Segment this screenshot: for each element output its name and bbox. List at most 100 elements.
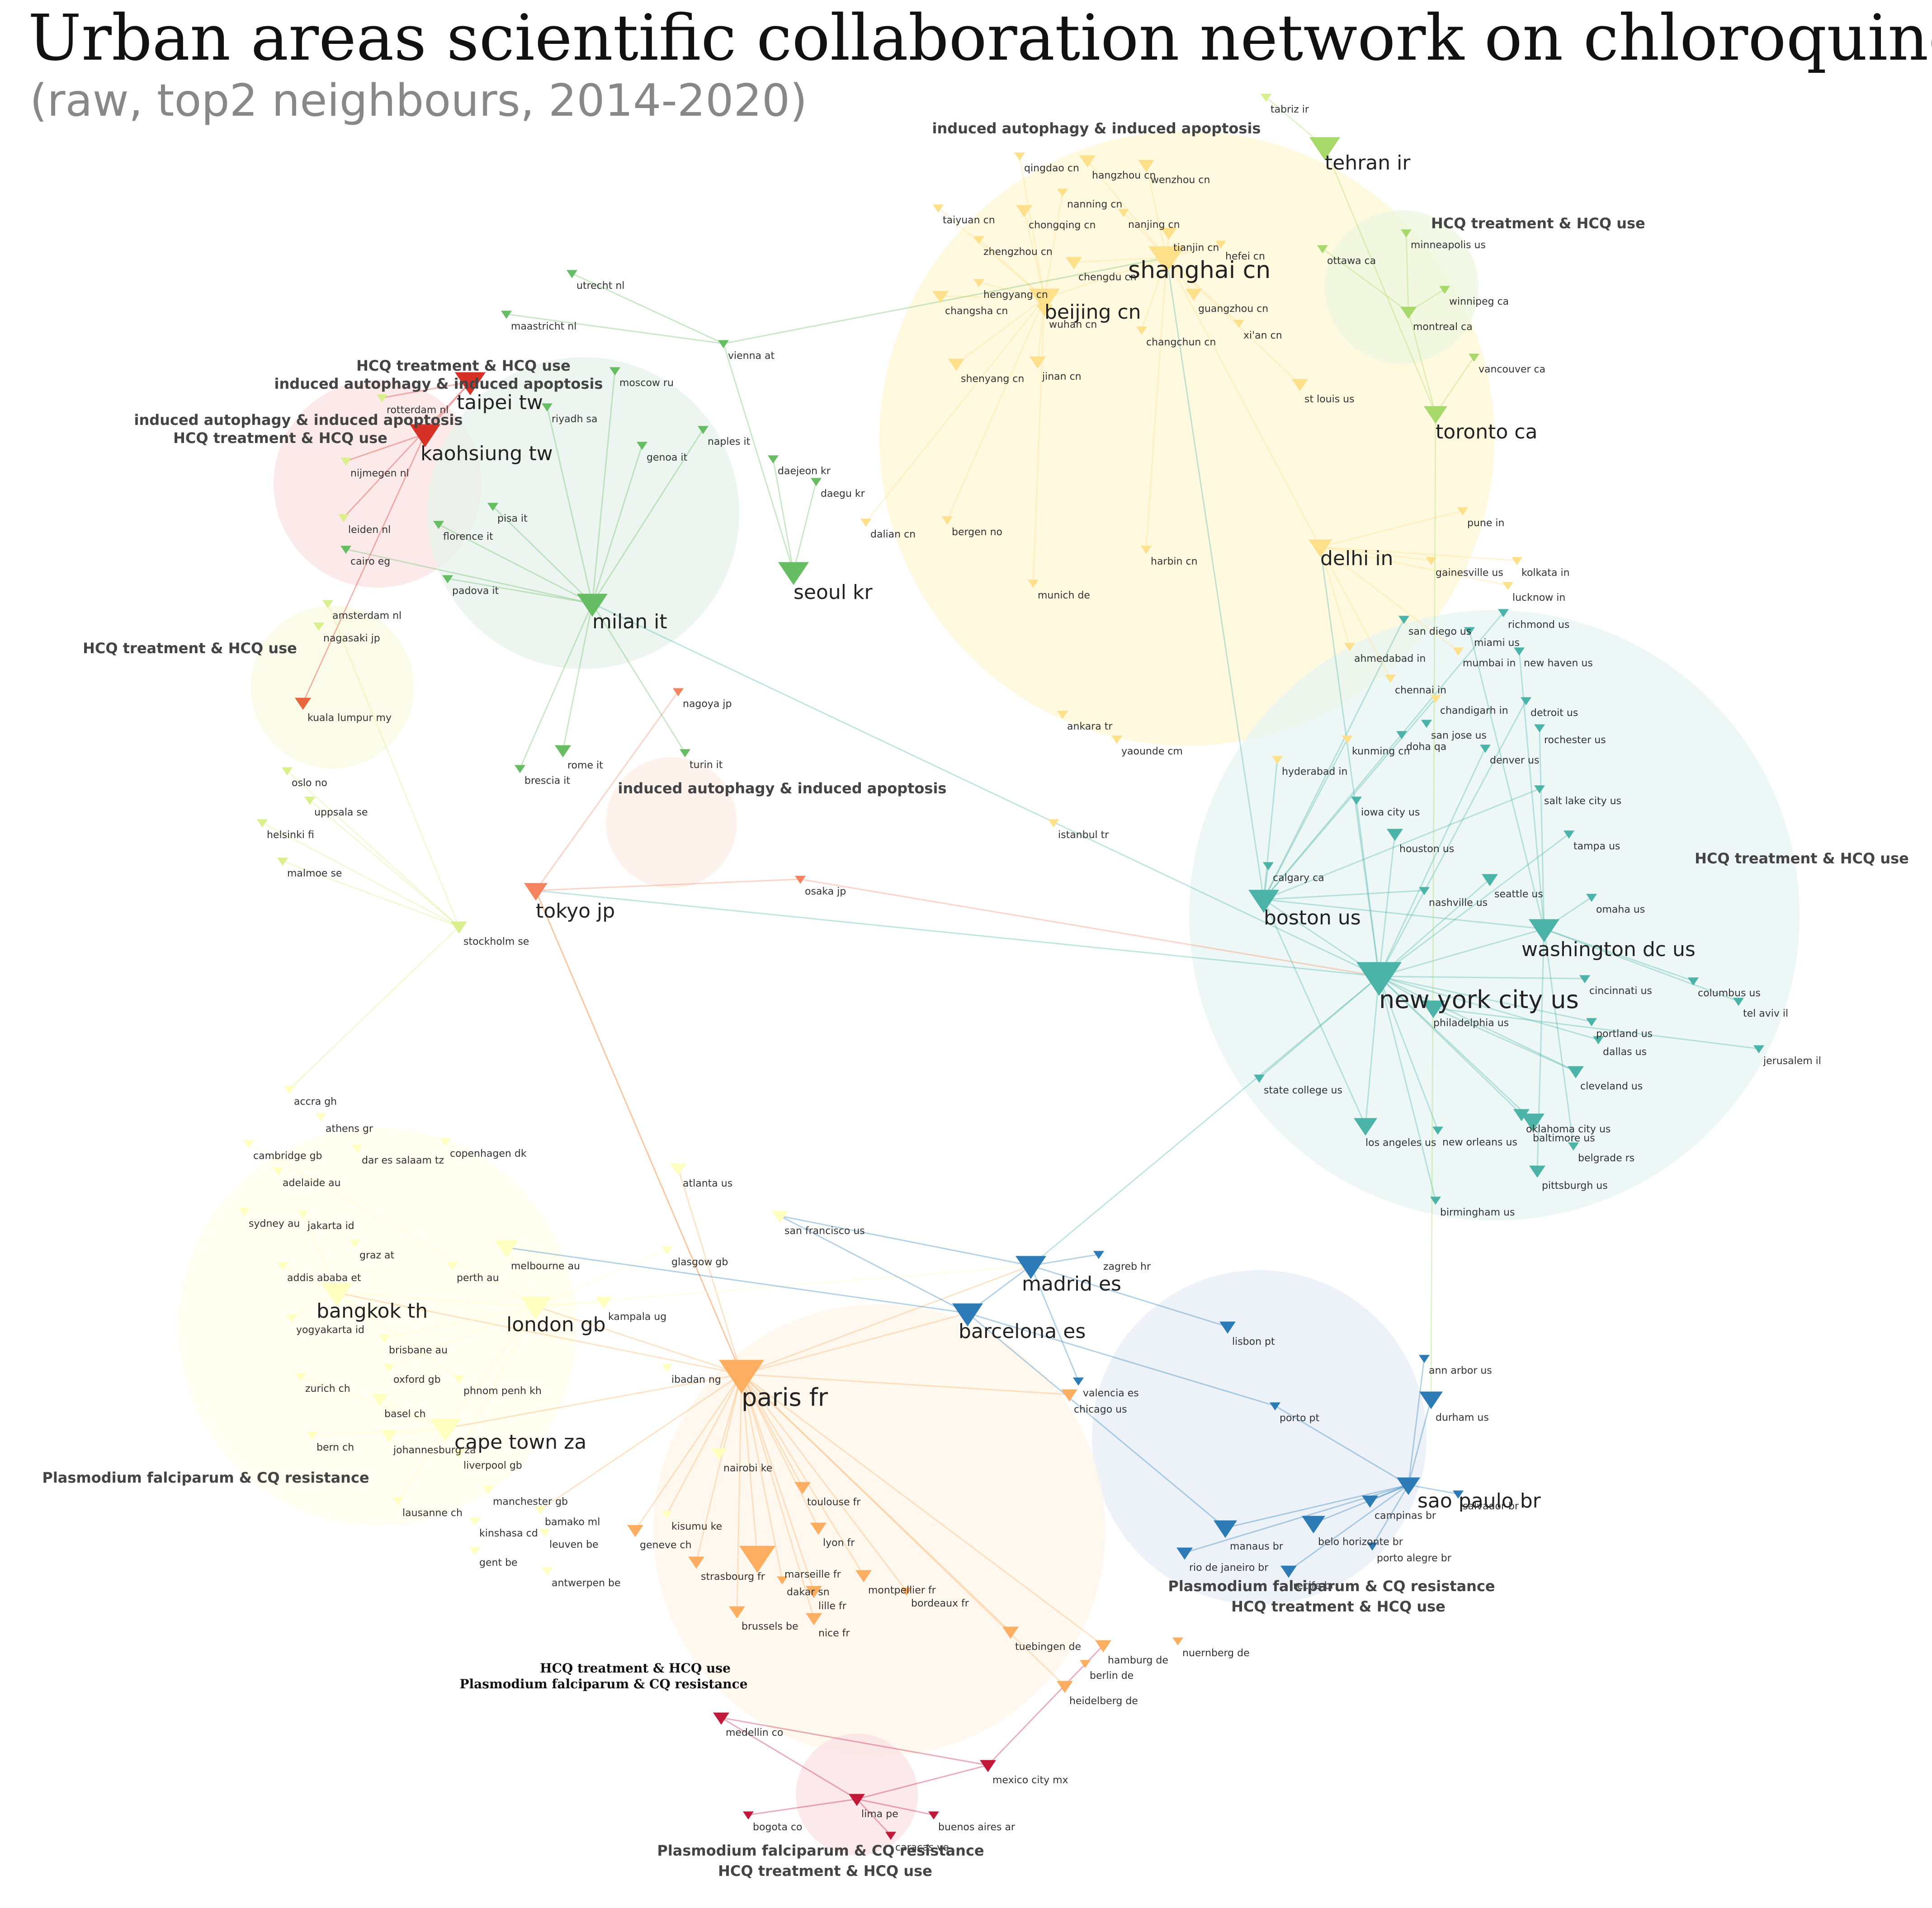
node-nanning[interactable]	[1057, 188, 1068, 197]
node-baltimore[interactable]	[1521, 1113, 1545, 1131]
node-minneapolis[interactable]	[1401, 229, 1412, 238]
node-winnipeg[interactable]	[1439, 286, 1450, 294]
node-lausanne[interactable]	[392, 1497, 403, 1506]
node-hengyang[interactable]	[973, 279, 984, 287]
node-limape[interactable]	[849, 1794, 865, 1806]
node-maastricht[interactable]	[501, 311, 512, 319]
node-nairobi[interactable]	[711, 1448, 727, 1460]
node-gent[interactable]	[469, 1547, 480, 1555]
node-hefei[interactable]	[1215, 240, 1226, 249]
node-oxford[interactable]	[383, 1364, 394, 1372]
node-taipei[interactable]	[455, 372, 486, 396]
node-bogota[interactable]	[743, 1811, 754, 1820]
node-dallas[interactable]	[1593, 1036, 1604, 1045]
node-paris[interactable]	[719, 1360, 764, 1394]
node-capetown[interactable]	[430, 1418, 461, 1442]
node-houston[interactable]	[1387, 829, 1403, 841]
node-gainesville[interactable]	[1426, 557, 1436, 565]
node-rotterdam[interactable]	[377, 394, 387, 403]
node-copenhagen[interactable]	[440, 1138, 451, 1146]
node-lucknow[interactable]	[1502, 582, 1513, 590]
node-salvador[interactable]	[1453, 1490, 1464, 1499]
node-harbin[interactable]	[1141, 546, 1152, 554]
node-chicago[interactable]	[1061, 1389, 1077, 1402]
node-padova[interactable]	[442, 575, 453, 584]
node-milan[interactable]	[577, 594, 608, 617]
node-johannesburg[interactable]	[381, 1430, 397, 1442]
node-london[interactable]	[520, 1296, 551, 1320]
node-cleveland[interactable]	[1568, 1066, 1584, 1079]
node-madrid[interactable]	[1016, 1256, 1046, 1279]
node-florence[interactable]	[433, 521, 444, 529]
node-tianjin[interactable]	[1161, 227, 1177, 240]
node-shenyang[interactable]	[948, 358, 964, 371]
node-marseille[interactable]	[739, 1545, 775, 1573]
node-medellin[interactable]	[713, 1712, 729, 1725]
node-chennai[interactable]	[1385, 674, 1396, 683]
node-bangkok[interactable]	[321, 1283, 352, 1306]
node-nijmegen[interactable]	[340, 457, 351, 466]
node-newhaven[interactable]	[1514, 647, 1525, 656]
node-wenzhou[interactable]	[1138, 160, 1154, 172]
node-oslo[interactable]	[282, 767, 293, 776]
node-delhi[interactable]	[1308, 539, 1332, 557]
node-riyadh[interactable]	[542, 403, 553, 412]
node-caracas[interactable]	[885, 1832, 896, 1840]
node-montreal[interactable]	[1400, 306, 1417, 319]
node-miami[interactable]	[1464, 627, 1475, 636]
node-atlanta[interactable]	[670, 1163, 686, 1176]
node-addisababa[interactable]	[277, 1262, 288, 1271]
node-stlouis[interactable]	[1292, 379, 1308, 391]
node-munich[interactable]	[1028, 579, 1039, 588]
node-hangzhou[interactable]	[1079, 155, 1096, 168]
node-nashville[interactable]	[1419, 887, 1430, 895]
node-lyon[interactable]	[810, 1522, 827, 1535]
node-daegu[interactable]	[811, 478, 822, 486]
node-cambridge[interactable]	[243, 1140, 254, 1149]
node-kunming[interactable]	[1342, 735, 1353, 744]
node-tabriz[interactable]	[1261, 94, 1271, 102]
node-mumbai[interactable]	[1453, 647, 1464, 656]
node-stockholm[interactable]	[451, 921, 467, 934]
node-manaus[interactable]	[1214, 1520, 1237, 1538]
node-doha[interactable]	[1396, 731, 1407, 740]
node-istanbul[interactable]	[1048, 819, 1059, 828]
node-boston[interactable]	[1248, 890, 1279, 913]
node-calgary[interactable]	[1263, 862, 1274, 871]
node-geneve[interactable]	[627, 1525, 643, 1537]
node-toronto[interactable]	[1424, 406, 1447, 424]
node-pune[interactable]	[1457, 507, 1468, 516]
node-nanjing[interactable]	[1118, 209, 1129, 217]
node-osaka[interactable]	[795, 876, 806, 884]
node-lisbon[interactable]	[1219, 1321, 1236, 1334]
node-genoa[interactable]	[637, 442, 647, 450]
node-iowa[interactable]	[1351, 796, 1362, 805]
node-seattle[interactable]	[1482, 874, 1498, 886]
node-belgrade[interactable]	[1568, 1142, 1579, 1151]
node-kinshasa[interactable]	[469, 1517, 480, 1526]
node-omaha[interactable]	[1586, 894, 1597, 902]
node-rochester[interactable]	[1534, 724, 1545, 733]
node-buenosaires[interactable]	[928, 1811, 939, 1820]
node-nuernberg[interactable]	[1172, 1637, 1183, 1646]
node-saopaulo[interactable]	[1397, 1477, 1420, 1495]
node-athens[interactable]	[316, 1113, 326, 1121]
node-leiden[interactable]	[338, 514, 349, 523]
node-telaviv[interactable]	[1733, 998, 1744, 1006]
node-vienna[interactable]	[718, 340, 729, 349]
node-campinas[interactable]	[1362, 1495, 1378, 1508]
node-ankara[interactable]	[1057, 711, 1068, 719]
node-kampala[interactable]	[595, 1296, 612, 1309]
node-heidelberg[interactable]	[1057, 1681, 1073, 1693]
node-antwerpen[interactable]	[542, 1567, 553, 1576]
node-jinan[interactable]	[1030, 356, 1046, 369]
node-columbus[interactable]	[1688, 977, 1699, 986]
node-cincinnati[interactable]	[1579, 975, 1590, 984]
node-amsterdam[interactable]	[322, 600, 333, 608]
node-accra[interactable]	[284, 1086, 295, 1094]
node-barcelona[interactable]	[952, 1303, 983, 1327]
node-vancouver[interactable]	[1469, 353, 1479, 362]
node-daressalaam[interactable]	[352, 1145, 363, 1153]
node-hyderabad[interactable]	[1272, 756, 1283, 764]
node-montpellier[interactable]	[855, 1570, 872, 1583]
